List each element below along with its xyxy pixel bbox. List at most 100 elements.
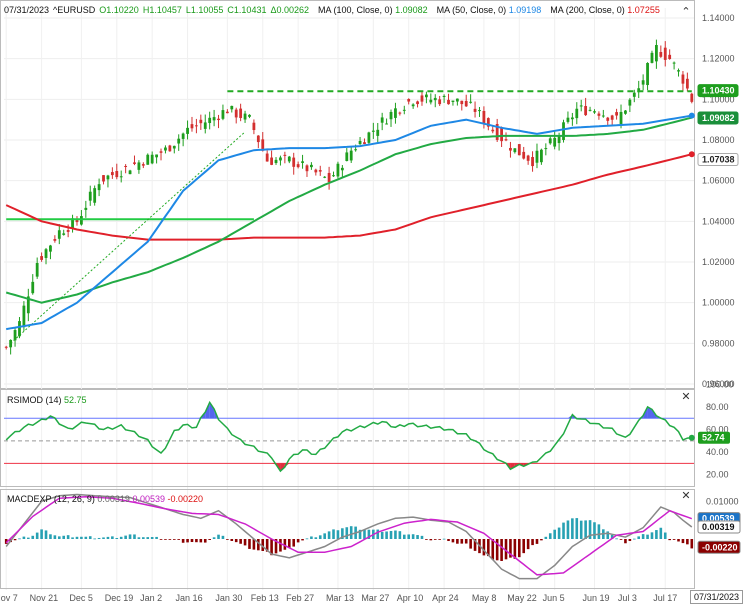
macd-histogram-bar (84, 536, 88, 539)
ma50-endpoint (688, 112, 695, 119)
candle (425, 94, 428, 98)
macd-histogram-bar (62, 535, 66, 539)
macd-histogram-bar (619, 539, 623, 540)
macd-histogram-bar (199, 539, 203, 543)
x-tick-label: Jul 3 (618, 593, 637, 603)
macd-histogram-bar (49, 534, 52, 539)
candle (327, 172, 331, 183)
price-y-tick: 1.04000 (702, 216, 735, 226)
rsi-overbought-fill (196, 417, 201, 419)
candle (610, 115, 614, 120)
candle (110, 172, 114, 176)
macd-histogram-bar (142, 537, 145, 539)
candle (80, 216, 83, 225)
candle (137, 162, 141, 170)
macd-close-icon[interactable]: ✕ (681, 490, 691, 502)
macd-histogram-bar (522, 539, 526, 554)
macd-histogram-bar (283, 539, 287, 550)
candle (371, 130, 375, 132)
candle (681, 74, 685, 84)
macd-histogram-bar (212, 537, 216, 539)
macd-histogram-bar (557, 527, 561, 539)
x-tick-label: Jun 5 (543, 593, 565, 603)
candle (455, 98, 459, 102)
x-tick-label: Apr 10 (397, 593, 424, 603)
rsi-close-icon[interactable]: ✕ (681, 391, 691, 403)
candle (566, 117, 570, 122)
candle (624, 110, 627, 114)
macd-histogram-bar (562, 522, 565, 539)
macd-histogram-bar (314, 537, 318, 539)
price-y-tick: 1.02000 (702, 257, 735, 267)
macd-histogram-bar (327, 531, 331, 539)
rsi-line (5, 400, 692, 473)
candle (491, 129, 495, 132)
candle (447, 99, 450, 105)
macd-histogram-bar (624, 539, 627, 544)
price-label (697, 111, 739, 125)
candle (531, 157, 534, 167)
x-tick-label: Nov 21 (30, 593, 59, 603)
x-tick-label: Feb 27 (286, 593, 314, 603)
macd-histogram-bar (500, 539, 503, 561)
candle (4, 346, 8, 348)
macd-histogram-bar (292, 539, 296, 547)
macd-histogram-bar (27, 537, 30, 539)
macd-histogram-bar (544, 536, 548, 539)
macd-histogram-bar (447, 539, 450, 542)
macd-histogram-bar (53, 535, 57, 539)
macd-histogram-bar (155, 536, 158, 539)
candle (318, 170, 322, 172)
macd-histogram-bar (416, 535, 419, 539)
candle (584, 105, 588, 116)
candle (18, 321, 21, 337)
candle (513, 148, 517, 153)
macd-histogram-bar (425, 539, 428, 540)
candle (270, 157, 273, 165)
candle (509, 147, 512, 151)
macd-histogram-bar (57, 536, 61, 539)
candle (53, 239, 57, 241)
candle (473, 108, 477, 112)
candle (402, 109, 406, 111)
candle (261, 139, 265, 151)
rsi-y-tick: 40.00 (706, 447, 729, 457)
candle (26, 296, 30, 314)
macd-badge (697, 540, 741, 554)
candle (22, 305, 26, 328)
collapse-panel-icon[interactable]: ⌃ (681, 6, 691, 18)
ma50-legend: MA (50, Close, 0) 1.09198 (436, 5, 542, 15)
macd-histogram-bar (164, 539, 167, 540)
macd-histogram-bar (442, 538, 446, 540)
rsi-overbought-fill (647, 406, 652, 419)
macd-histogram-bar (332, 529, 335, 539)
x-cursor-date: 07/31/2023 (689, 590, 743, 604)
candle (172, 145, 176, 149)
x-tick-label: May 22 (507, 593, 537, 603)
macd-histogram-bar (579, 520, 583, 539)
candle (486, 118, 490, 127)
candle (433, 97, 437, 101)
header-close: C1.10431 (227, 5, 267, 15)
candle (553, 137, 557, 147)
candle (438, 99, 442, 105)
candle (141, 164, 145, 166)
x-tick-label: Jan 2 (140, 593, 162, 603)
macd-panel-frame (0, 489, 695, 589)
ma50-line (6, 114, 692, 331)
macd-histogram-bar (71, 537, 74, 539)
candle (88, 191, 92, 201)
candle (177, 138, 181, 144)
macd-histogram-bar (385, 531, 388, 539)
candle (13, 330, 17, 341)
macd-histogram-bar (420, 535, 424, 539)
macd-histogram-bar (509, 539, 512, 558)
macd-histogram-bar (133, 534, 136, 539)
macd-histogram-bar (279, 539, 282, 552)
macd-histogram-bar (243, 539, 247, 546)
candle (44, 249, 48, 258)
x-tick-label: Dec 5 (69, 593, 93, 603)
candle (478, 110, 481, 112)
macd-histogram-bar (234, 539, 238, 543)
macd-histogram-bar (287, 539, 291, 548)
